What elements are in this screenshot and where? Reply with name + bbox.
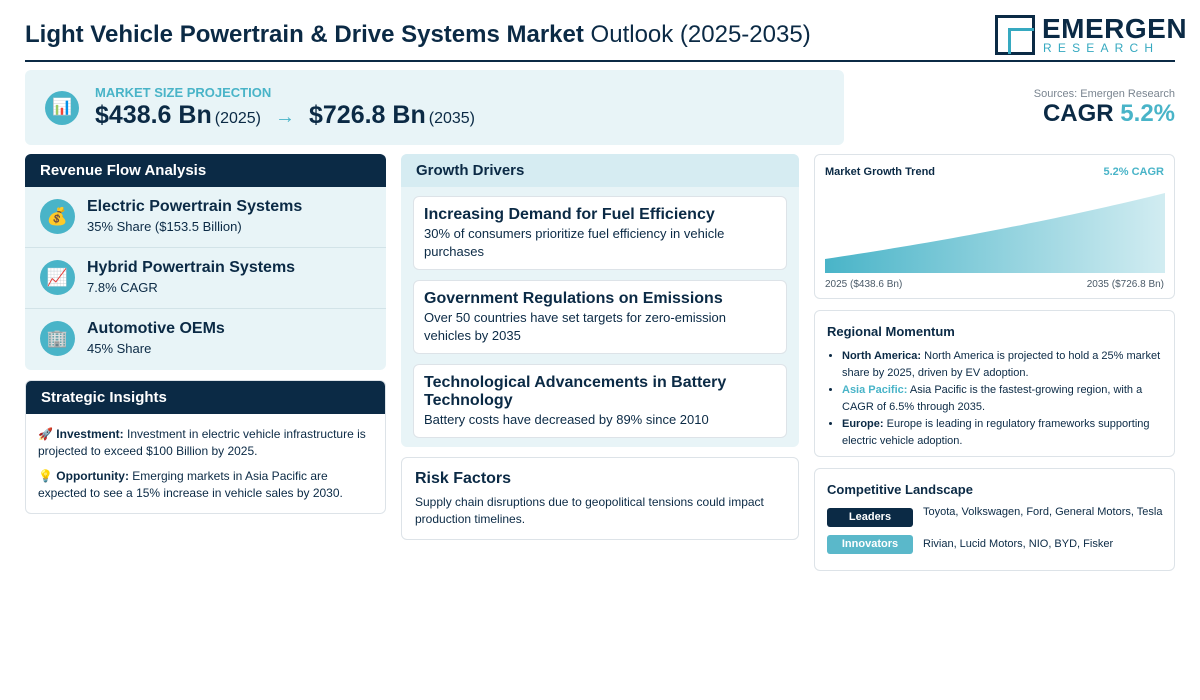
rocket-icon: 🚀	[38, 427, 53, 441]
cagr-label: CAGR	[1042, 100, 1114, 127]
chart-title: Market Growth Trend	[825, 166, 936, 178]
end-value: $726.8 Bn	[309, 101, 426, 129]
region-name: North America:	[842, 350, 922, 362]
driver-title: Technological Advancements in Battery Te…	[424, 374, 727, 409]
logo-name: EMERGEN	[1042, 13, 1188, 44]
sources-note: Sources: Emergen Research	[1033, 88, 1175, 100]
regional-list: North America: North America is projecte…	[842, 348, 1166, 450]
lightbulb-icon: 💡	[38, 469, 53, 483]
chart-start-label: 2025 ($438.6 Bn)	[825, 279, 903, 290]
competitive-landscape-panel: Competitive Landscape Leaders Toyota, Vo…	[814, 468, 1175, 571]
market-growth-trend-panel: Market Growth Trend 5.2% CAGR 2025 ($438…	[814, 154, 1175, 299]
insight-item: 🚀 Investment: Investment in electric veh…	[38, 426, 373, 460]
driver-title: Increasing Demand for Fuel Efficiency	[424, 206, 715, 223]
driver-title: Government Regulations on Emissions	[424, 290, 723, 307]
revenue-flow-panel: Revenue Flow Analysis 💰 Electric Powertr…	[25, 154, 386, 370]
growth-drivers-panel: Growth Drivers Increasing Demand for Fue…	[401, 154, 799, 447]
revenue-item: 💰 Electric Powertrain Systems 35% Share …	[25, 187, 386, 248]
strategic-insights-heading: Strategic Insights	[26, 381, 385, 414]
regional-momentum-panel: Regional Momentum North America: North A…	[814, 310, 1175, 457]
risk-factors-text: Supply chain disruptions due to geopolit…	[415, 495, 764, 526]
risk-factors-panel: Risk Factors Supply chain disruptions du…	[401, 457, 799, 540]
driver-card: Technological Advancements in Battery Te…	[413, 364, 787, 438]
chart-cagr-label: 5.2% CAGR	[1103, 166, 1164, 178]
arrow-right-icon: →	[275, 106, 295, 128]
strategic-insights-panel: Strategic Insights 🚀 Investment: Investm…	[25, 380, 386, 514]
revenue-item: 📈 Hybrid Powertrain Systems 7.8% CAGR	[25, 248, 386, 309]
region-item: Asia Pacific: Asia Pacific is the fastes…	[842, 382, 1166, 416]
leaders-badge: Leaders	[827, 508, 913, 527]
driver-card: Increasing Demand for Fuel Efficiency 30…	[413, 196, 787, 270]
competitor-names: Rivian, Lucid Motors, NIO, BYD, Fisker	[923, 538, 1114, 550]
page-title-rest: Outlook (2025-2035)	[590, 21, 811, 48]
growth-drivers-heading: Growth Drivers	[401, 154, 799, 187]
insight-item: 💡 Opportunity: Emerging markets in Asia …	[38, 468, 373, 502]
building-icon: 🏢	[40, 321, 75, 356]
driver-card: Government Regulations on Emissions Over…	[413, 280, 787, 354]
market-size-label: MARKET SIZE PROJECTION	[95, 85, 272, 100]
driver-text: Over 50 countries have set targets for z…	[424, 310, 727, 343]
end-year: (2035)	[428, 110, 475, 127]
revenue-item-sub: 35% Share ($153.5 Billion)	[87, 219, 242, 234]
revenue-item: 🏢 Automotive OEMs 45% Share	[25, 309, 386, 370]
insight-text: Investment in electric vehicle infrastru…	[38, 427, 366, 458]
growth-area	[825, 193, 1165, 273]
revenue-item-title: Electric Powertrain Systems	[87, 198, 303, 215]
insight-label: Investment:	[56, 427, 124, 441]
region-item: North America: North America is projecte…	[842, 348, 1166, 382]
cagr-headline: CAGR 5.2%	[1043, 100, 1175, 128]
revenue-item-sub: 7.8% CAGR	[87, 280, 158, 295]
emergen-logo: EMERGEN RESEARCH	[995, 13, 1187, 56]
growth-area-chart	[825, 193, 1165, 273]
logo-subtitle: RESEARCH	[1043, 41, 1160, 55]
start-year: (2025)	[214, 110, 261, 127]
chart-end-label: 2035 ($726.8 Bn)	[1086, 279, 1164, 290]
page-title: Light Vehicle Powertrain & Drive Systems…	[25, 21, 811, 49]
region-text: Asia Pacific is the fastest-growing regi…	[842, 384, 1143, 413]
region-name: Europe:	[842, 418, 884, 430]
page-header: Light Vehicle Powertrain & Drive Systems…	[25, 12, 1187, 62]
competitor-names: Toyota, Volkswagen, Ford, General Motors…	[923, 506, 1163, 518]
market-size-banner: 📊 MARKET SIZE PROJECTION $438.6 Bn (2025)…	[25, 70, 844, 145]
money-bag-icon: 💰	[40, 199, 75, 234]
region-name: Asia Pacific:	[842, 384, 908, 396]
risk-factors-heading: Risk Factors	[415, 470, 512, 487]
bar-chart-icon: 📊	[45, 91, 79, 125]
region-item: Europe: Europe is leading in regulatory …	[842, 416, 1166, 450]
insight-label: Opportunity:	[56, 469, 129, 483]
trend-up-icon: 📈	[40, 260, 75, 295]
revenue-flow-heading: Revenue Flow Analysis	[25, 154, 386, 187]
start-value: $438.6 Bn	[95, 101, 212, 129]
revenue-item-sub: 45% Share	[87, 341, 152, 356]
revenue-item-title: Automotive OEMs	[87, 320, 225, 337]
regional-momentum-heading: Regional Momentum	[827, 324, 955, 339]
competitive-landscape-heading: Competitive Landscape	[827, 482, 973, 497]
competitor-row: Innovators Rivian, Lucid Motors, NIO, BY…	[827, 535, 1167, 557]
region-text: Europe is leading in regulatory framewor…	[842, 418, 1150, 447]
revenue-item-title: Hybrid Powertrain Systems	[87, 259, 296, 276]
region-text: North America is projected to hold a 25%…	[842, 350, 1161, 379]
innovators-badge: Innovators	[827, 535, 913, 554]
insight-text: Emerging markets in Asia Pacific are exp…	[38, 469, 343, 500]
competitor-row: Leaders Toyota, Volkswagen, Ford, Genera…	[827, 506, 1167, 532]
cagr-value: 5.2%	[1120, 100, 1175, 127]
driver-text: Battery costs have decreased by 89% sinc…	[424, 412, 709, 427]
driver-text: 30% of consumers prioritize fuel efficie…	[424, 226, 725, 259]
page-title-bold: Light Vehicle Powertrain & Drive Systems…	[25, 21, 584, 48]
logo-mark-icon	[995, 15, 1035, 55]
market-size-values: $438.6 Bn (2025) → $726.8 Bn (2035)	[95, 101, 475, 130]
